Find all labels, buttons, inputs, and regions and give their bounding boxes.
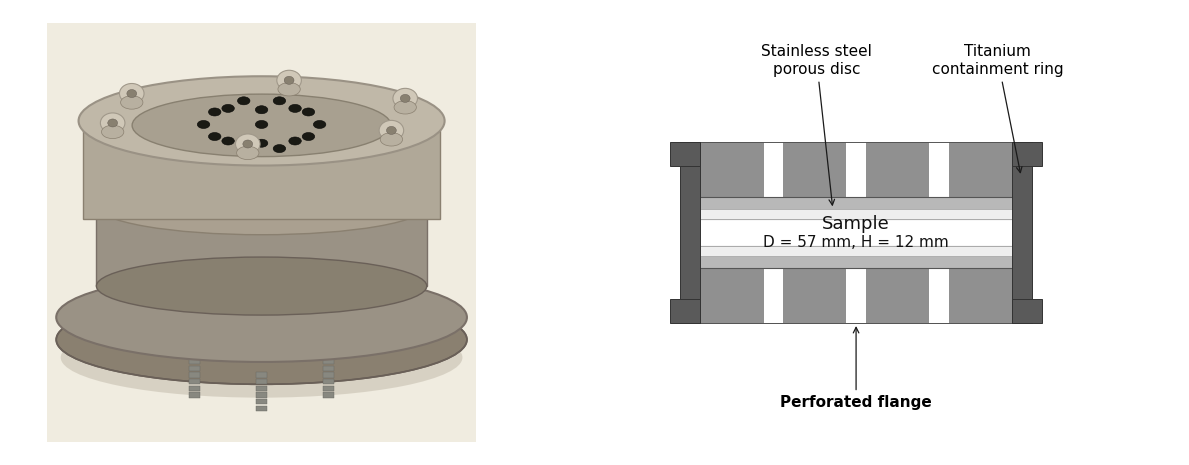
Ellipse shape [273,145,285,153]
Ellipse shape [238,97,250,105]
Bar [696,209,1017,219]
Bar [256,385,268,391]
Ellipse shape [96,177,427,235]
Bar [694,197,1018,268]
Ellipse shape [256,120,268,128]
Ellipse shape [394,100,416,114]
Ellipse shape [222,137,234,145]
Bar [763,259,784,323]
Ellipse shape [61,317,463,398]
Ellipse shape [302,133,315,140]
Ellipse shape [256,106,268,114]
Ellipse shape [238,145,250,153]
Bar [323,359,334,364]
Bar [256,405,268,411]
Bar [189,372,200,378]
Bar [700,259,1012,323]
Ellipse shape [101,125,124,139]
Ellipse shape [100,113,125,133]
Bar [929,142,949,206]
Ellipse shape [380,133,403,146]
Ellipse shape [132,94,391,157]
Ellipse shape [56,272,467,362]
Ellipse shape [256,139,268,147]
Ellipse shape [96,257,427,315]
Ellipse shape [119,84,144,104]
Bar [847,142,866,206]
Ellipse shape [127,90,137,98]
Bar [671,299,700,323]
Ellipse shape [277,70,301,90]
Bar [323,372,334,378]
Bar [323,385,334,391]
Bar [189,379,200,384]
Bar [700,142,1012,206]
Bar [189,359,200,364]
Bar [671,142,700,166]
Ellipse shape [401,94,410,102]
Bar [189,392,200,398]
Bar [763,142,784,206]
Bar [696,219,1017,246]
Ellipse shape [302,108,315,116]
Bar [189,385,200,391]
Ellipse shape [120,96,143,109]
Text: Sample: Sample [823,215,889,233]
Ellipse shape [197,120,209,128]
Ellipse shape [314,120,326,128]
Ellipse shape [284,76,294,84]
Bar [83,121,440,219]
Ellipse shape [56,295,467,384]
Ellipse shape [278,83,301,96]
Ellipse shape [78,76,445,166]
Bar [189,365,200,371]
Bar [96,206,427,286]
Bar [680,142,700,323]
Text: D = 57 mm, H = 12 mm: D = 57 mm, H = 12 mm [763,235,949,250]
Ellipse shape [208,108,221,116]
Ellipse shape [386,126,396,134]
Bar [256,372,268,378]
Ellipse shape [108,119,118,127]
Bar [256,399,268,405]
Bar [929,259,949,323]
Text: Stainless steel
porous disc: Stainless steel porous disc [761,44,872,205]
Bar [323,379,334,384]
Text: Perforated flange: Perforated flange [780,327,932,410]
Bar [696,246,1017,256]
Bar [1012,142,1042,166]
Ellipse shape [379,120,404,140]
Bar [323,365,334,371]
Ellipse shape [289,137,301,145]
Ellipse shape [222,104,234,113]
Bar [256,379,268,384]
Ellipse shape [273,97,285,105]
Ellipse shape [392,88,417,108]
Bar [700,142,1012,206]
Bar [700,259,1012,323]
Ellipse shape [243,140,253,148]
Bar [847,259,866,323]
Ellipse shape [208,133,221,140]
Bar [323,392,334,398]
Bar [1012,299,1042,323]
Ellipse shape [235,134,260,154]
Bar [1012,142,1032,323]
Bar [256,392,268,398]
Text: Titanium
containment ring: Titanium containment ring [932,44,1064,173]
Ellipse shape [289,104,301,113]
Ellipse shape [237,146,259,159]
